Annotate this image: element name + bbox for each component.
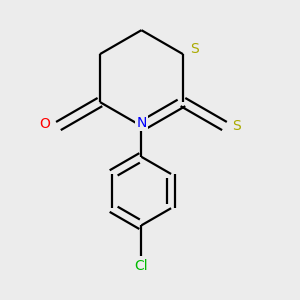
Text: N: N xyxy=(136,116,147,130)
Text: S: S xyxy=(190,42,199,56)
Text: Cl: Cl xyxy=(135,260,148,273)
Text: O: O xyxy=(39,117,50,131)
Text: S: S xyxy=(232,119,241,133)
